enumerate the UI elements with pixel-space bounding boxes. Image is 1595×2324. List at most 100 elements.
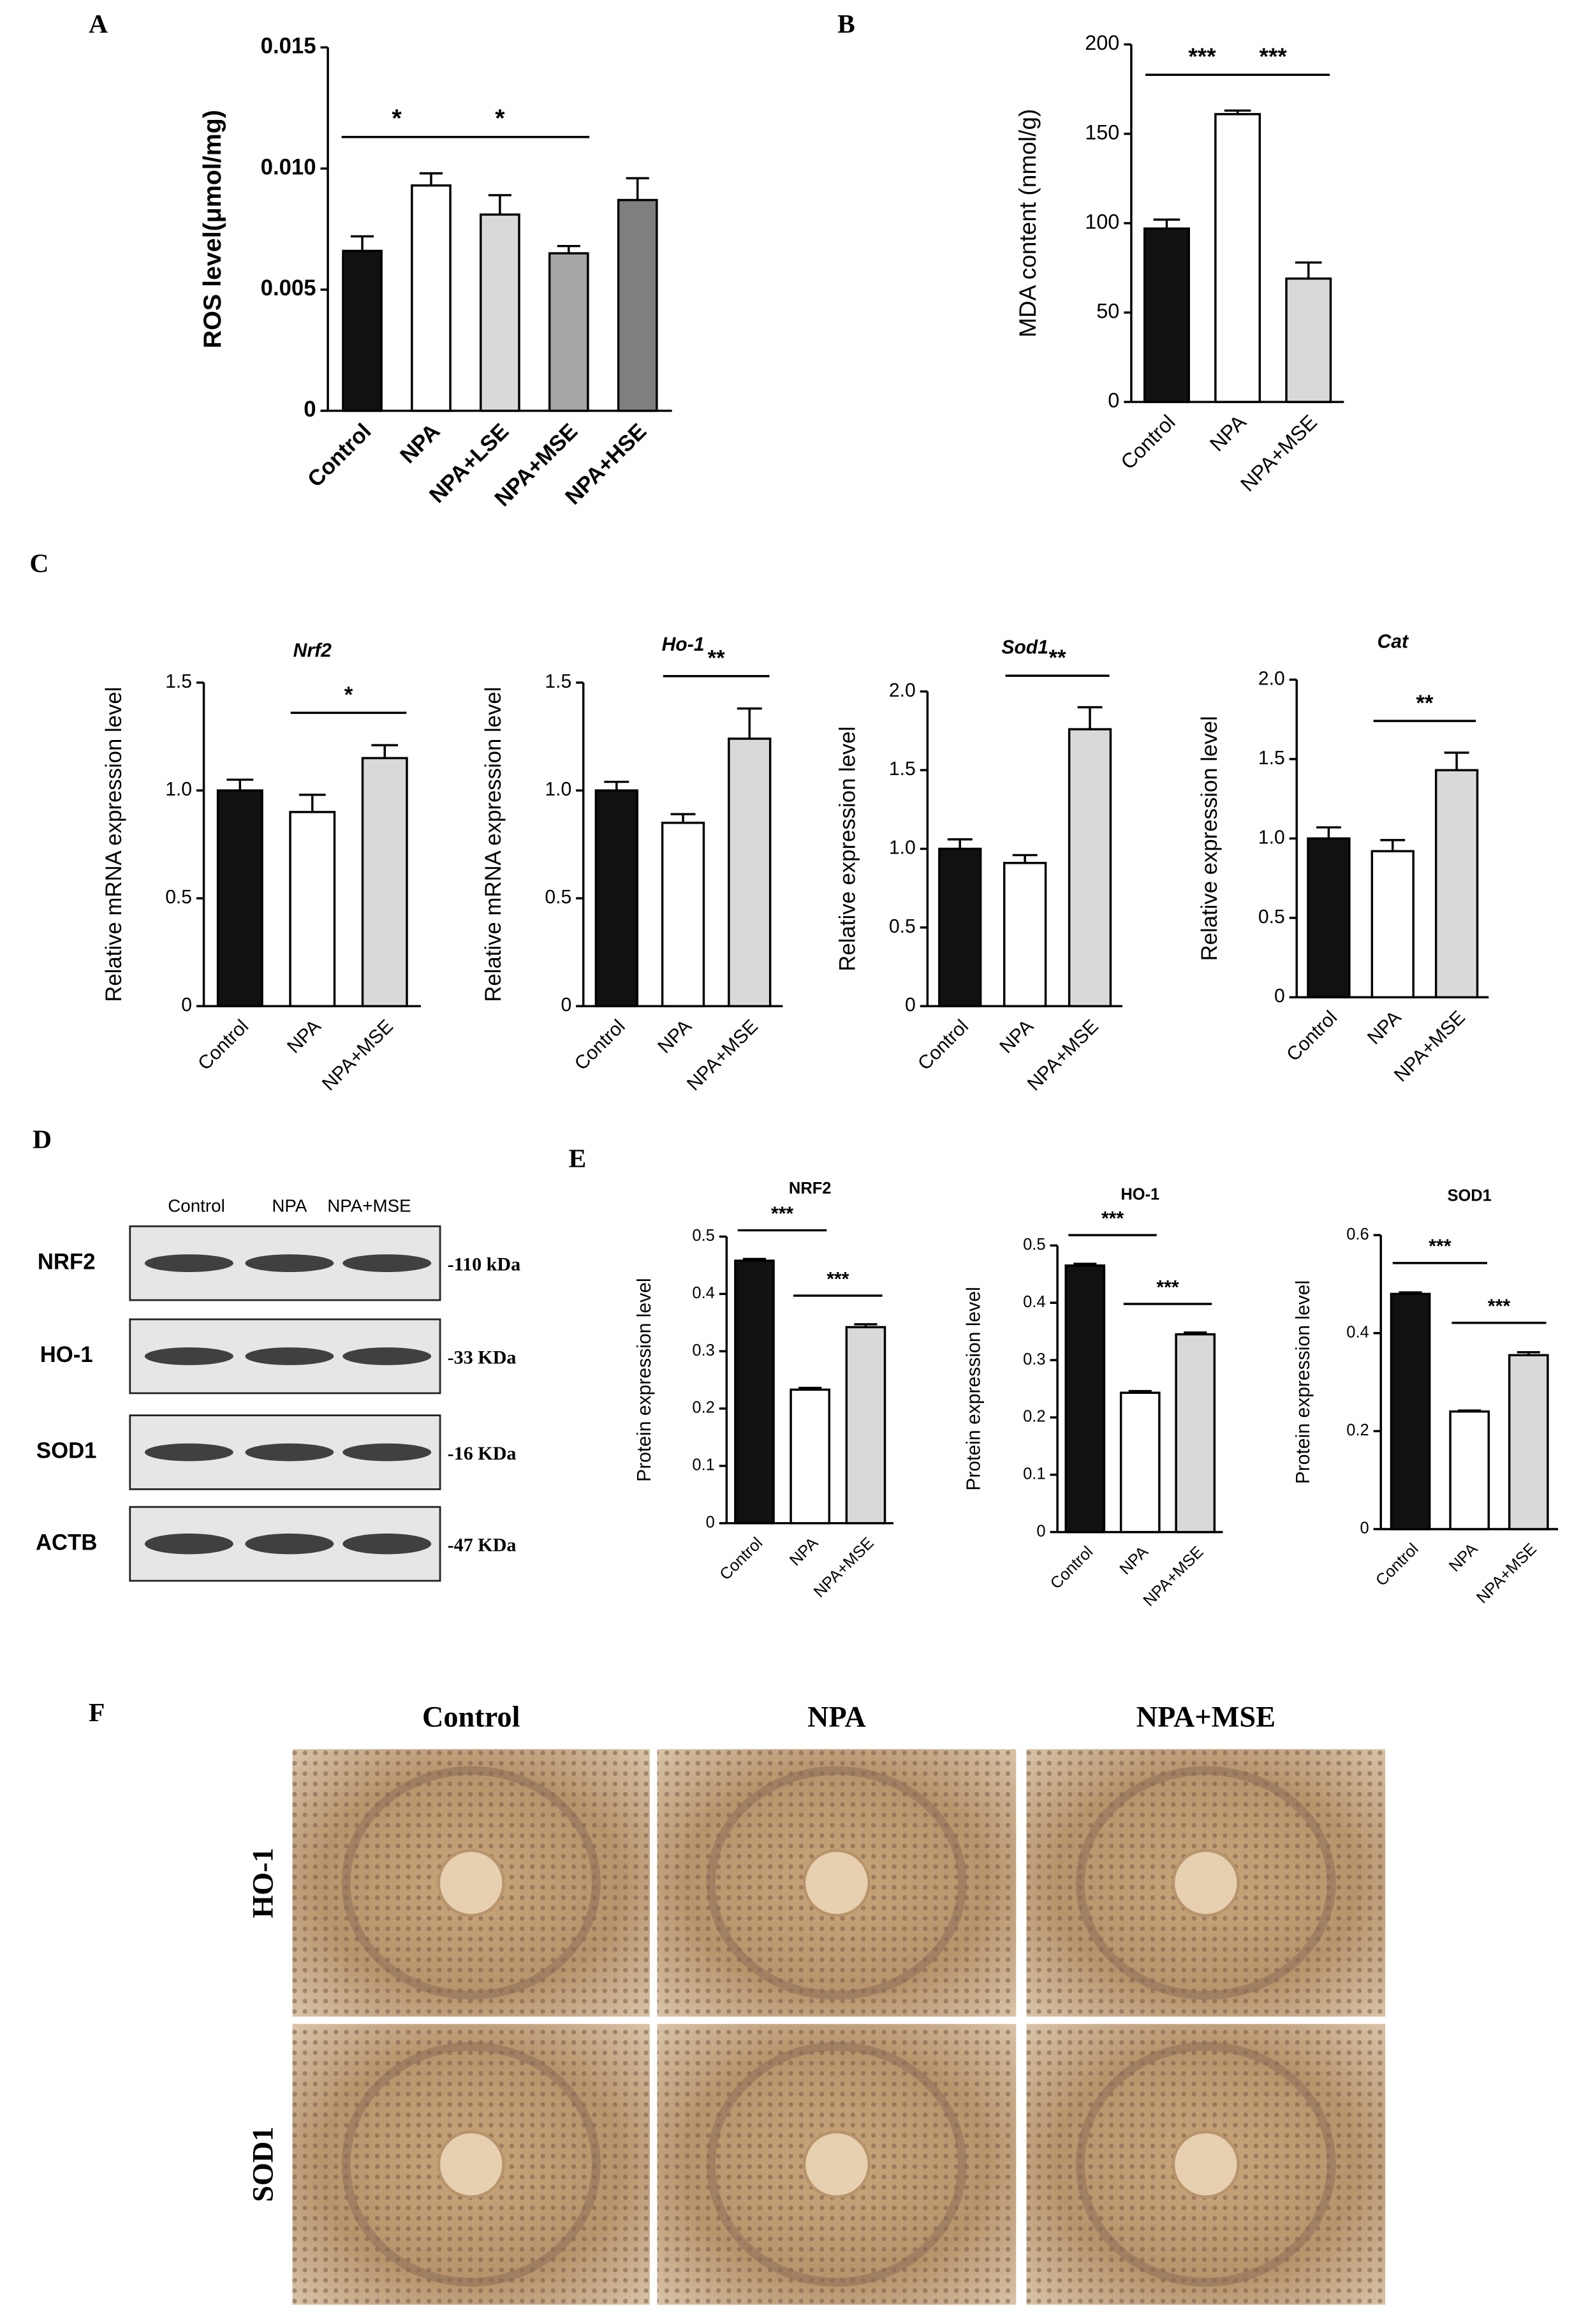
blot-band [245, 1254, 334, 1273]
bar [342, 249, 383, 412]
x-tick-label: NPA+MSE [1024, 1016, 1103, 1095]
blot-column-label: NPA [272, 1195, 307, 1215]
bar [734, 1259, 775, 1525]
y-axis-label: MDA content (nmol/g) [1014, 109, 1041, 337]
y-tick-label: 0 [181, 995, 192, 1016]
y-tick-label: 0.5 [889, 916, 916, 937]
histology-row-label: HO-1 [247, 1847, 279, 1918]
y-tick-label: 0 [561, 995, 571, 1016]
x-tick-label: NPA [1446, 1540, 1481, 1576]
y-tick-label: 0.5 [1258, 907, 1285, 928]
panel-label: F [89, 1698, 105, 1728]
bar [594, 789, 638, 1007]
panel-label: C [29, 549, 48, 578]
y-tick-label: 0.2 [1023, 1408, 1045, 1426]
y-tick-label: 0 [1108, 389, 1119, 412]
x-tick-label: Control [914, 1016, 973, 1074]
x-tick-label: NPA+MSE [683, 1016, 762, 1095]
x-tick-label: Control [1372, 1540, 1422, 1590]
y-tick-label: 50 [1096, 300, 1119, 323]
x-tick-label: Control [1283, 1007, 1341, 1065]
y-tick-label: 1.5 [1258, 748, 1285, 769]
bar [1434, 769, 1479, 999]
y-tick-label: 0.4 [1346, 1323, 1369, 1341]
y-tick-label: 0.5 [545, 887, 571, 908]
y-tick-label: 0 [1360, 1520, 1369, 1537]
bar [216, 789, 263, 1007]
histology-column-label: NPA+MSE [1136, 1701, 1275, 1733]
chart-title: Sod1 [1001, 637, 1048, 658]
bar [617, 198, 658, 412]
significance-label: *** [771, 1203, 793, 1224]
blot-band [342, 1347, 432, 1365]
bar [361, 757, 408, 1007]
x-tick-label: NPA+MSE [811, 1534, 878, 1601]
oocyte [437, 2130, 505, 2198]
y-tick-label: 0.3 [1023, 1351, 1045, 1368]
significance-label: *** [1429, 1236, 1451, 1257]
significance-label: ** [708, 647, 726, 671]
blot-band [144, 1254, 233, 1273]
chart-title: NRF2 [789, 1180, 832, 1197]
bar [1508, 1354, 1549, 1530]
y-tick-label: 0.5 [1023, 1236, 1045, 1254]
bar [1307, 837, 1351, 999]
oocyte [1172, 2130, 1240, 2198]
bar [1390, 1292, 1431, 1530]
bar [845, 1326, 886, 1525]
oocyte [1172, 1849, 1240, 1917]
x-tick-label: Control [716, 1534, 766, 1584]
y-tick-label: 0.015 [261, 34, 316, 58]
blot-column-label: Control [168, 1195, 225, 1215]
y-tick-label: 200 [1085, 31, 1119, 54]
histology-column-label: Control [422, 1701, 520, 1733]
significance-label: *** [1156, 1277, 1179, 1298]
y-tick-label: 0.6 [1346, 1225, 1369, 1243]
y-tick-label: 0.005 [261, 276, 316, 300]
y-tick-label: 0 [1036, 1522, 1045, 1540]
y-tick-label: 0.4 [692, 1284, 714, 1302]
follicle-ring [706, 2041, 967, 2287]
y-tick-label: 0.1 [1023, 1465, 1045, 1483]
follicle-ring [341, 2041, 601, 2287]
bar [548, 252, 589, 412]
bar [1285, 277, 1332, 403]
x-tick-label: NPA+MSE [1140, 1543, 1207, 1610]
histology-row-label: SOD1 [247, 2127, 279, 2202]
bar [411, 184, 452, 412]
bar [790, 1388, 831, 1525]
blot-protein-label: NRF2 [38, 1250, 96, 1274]
y-tick-label: 1.5 [165, 671, 192, 692]
x-tick-label: NPA [283, 1016, 325, 1058]
y-tick-label: 1.0 [1258, 827, 1285, 848]
blot-protein-label: SOD1 [36, 1439, 97, 1463]
x-tick-label: NPA [996, 1016, 1038, 1058]
x-tick-label: NPA [1117, 1543, 1152, 1579]
y-tick-label: 100 [1085, 210, 1119, 233]
y-axis-label: Protein expression level [963, 1287, 984, 1491]
y-axis-label: Relative mRNA expression level [102, 687, 126, 1002]
blot-column-label: NPA+MSE [327, 1195, 411, 1215]
blot-band [342, 1254, 432, 1273]
y-tick-label: 2.0 [889, 680, 916, 701]
y-axis-label: ROS level(μmol/mg) [198, 110, 226, 348]
y-tick-label: 2.0 [1258, 668, 1285, 689]
chart-title: HO-1 [1121, 1185, 1159, 1203]
oocyte [802, 1849, 871, 1917]
significance-label: ** [1416, 692, 1434, 716]
y-tick-label: 1.0 [889, 838, 916, 859]
y-tick-label: 150 [1085, 121, 1119, 144]
y-tick-label: 1.0 [545, 779, 571, 800]
panel-label: A [89, 10, 108, 39]
bar [1068, 728, 1112, 1007]
blot-band [144, 1347, 233, 1365]
panel-label: B [837, 10, 855, 39]
bar [289, 811, 336, 1007]
y-tick-label: 0.2 [1346, 1421, 1369, 1439]
bar [1175, 1333, 1216, 1534]
y-tick-label: 0.4 [1023, 1293, 1045, 1311]
y-axis-label: Protein expression level [1293, 1280, 1314, 1484]
x-tick-label: Control [303, 419, 376, 492]
y-tick-label: 0 [706, 1513, 715, 1531]
